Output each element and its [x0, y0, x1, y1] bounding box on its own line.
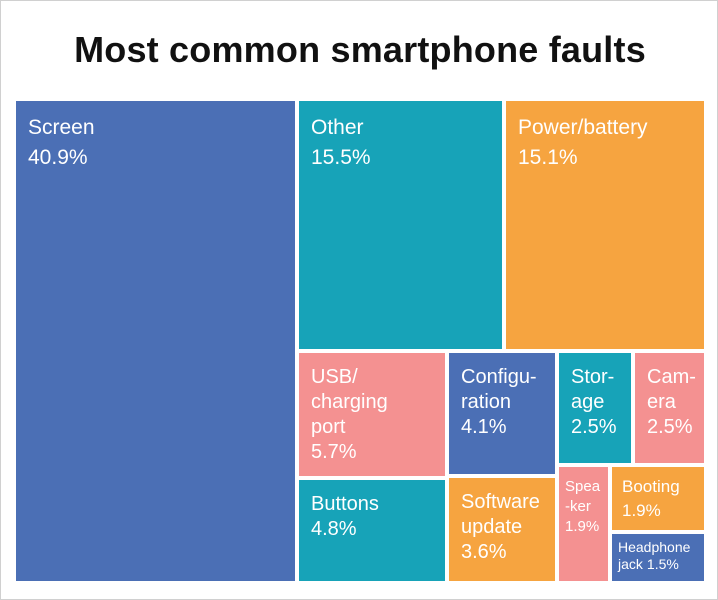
tile-label: Cam- era 2.5%	[647, 365, 696, 440]
tile-name: Other	[311, 116, 364, 139]
treemap-tile-storage: Stor- age 2.5%	[557, 351, 633, 465]
treemap-tile-screen: Screen 40.9%	[14, 99, 297, 583]
treemap-tile-speaker: Spea -ker 1.9%	[557, 465, 610, 583]
tile-name: Buttons	[311, 493, 379, 515]
tile-label: Booting 1.9%	[622, 475, 680, 523]
tile-value: 1.9%	[622, 501, 661, 520]
tile-label: Spea -ker 1.9%	[565, 477, 600, 537]
tile-value: 1.5%	[646, 556, 679, 572]
treemap-tile-configuration: Configu- ration 4.1%	[447, 351, 557, 476]
tile-value: 5.7%	[311, 441, 357, 463]
treemap-tile-other: Other 15.5%	[297, 99, 504, 351]
tile-label: Power/battery 15.1%	[518, 113, 648, 173]
tile-label: Other 15.5%	[311, 113, 371, 173]
tile-value: 40.9%	[28, 146, 88, 169]
tile-value: 4.8%	[311, 518, 357, 540]
treemap-tile-buttons: Buttons 4.8%	[297, 478, 447, 583]
treemap-tile-camera: Cam- era 2.5%	[633, 351, 706, 465]
tile-value: 1.9%	[565, 518, 600, 535]
tile-value: 15.1%	[518, 146, 578, 169]
treemap-tile-usb-charging-port: USB/ charging port 5.7%	[297, 351, 447, 478]
tile-name: Software update	[461, 491, 540, 538]
tile-name: Cam- era	[647, 366, 696, 413]
tile-label: USB/ charging port 5.7%	[311, 365, 388, 465]
tile-label: Stor- age 2.5%	[571, 365, 617, 440]
tile-label: Headphone jack 1.5%	[618, 539, 690, 573]
treemap-tile-headphone-jack: Headphone jack 1.5%	[610, 532, 706, 583]
tile-name: Screen	[28, 116, 95, 139]
tile-name: Stor- age	[571, 366, 615, 413]
tile-name: Booting	[622, 477, 680, 496]
tile-value: 2.5%	[571, 416, 617, 438]
tile-value: 15.5%	[311, 146, 371, 169]
tile-label: Software update 3.6%	[461, 490, 540, 565]
tile-name: Spea -ker	[565, 478, 601, 515]
tile-value: 3.6%	[461, 541, 507, 563]
tile-value: 2.5%	[647, 416, 693, 438]
chart-title: Most common smartphone faults	[74, 29, 646, 70]
tile-name: Headphone jack	[618, 539, 691, 572]
treemap-tile-booting: Booting 1.9%	[610, 465, 706, 532]
tile-name: Power/battery	[518, 116, 648, 139]
treemap-tile-software-update: Software update 3.6%	[447, 476, 557, 583]
treemap-tile-power-battery: Power/battery 15.1%	[504, 99, 706, 351]
tile-name: USB/ charging port	[311, 366, 388, 438]
tile-value: 4.1%	[461, 416, 507, 438]
tile-name: Configu- ration	[461, 366, 537, 413]
tile-label: Configu- ration 4.1%	[461, 365, 537, 440]
tile-label: Buttons 4.8%	[311, 492, 379, 542]
tile-label: Screen 40.9%	[28, 113, 95, 173]
